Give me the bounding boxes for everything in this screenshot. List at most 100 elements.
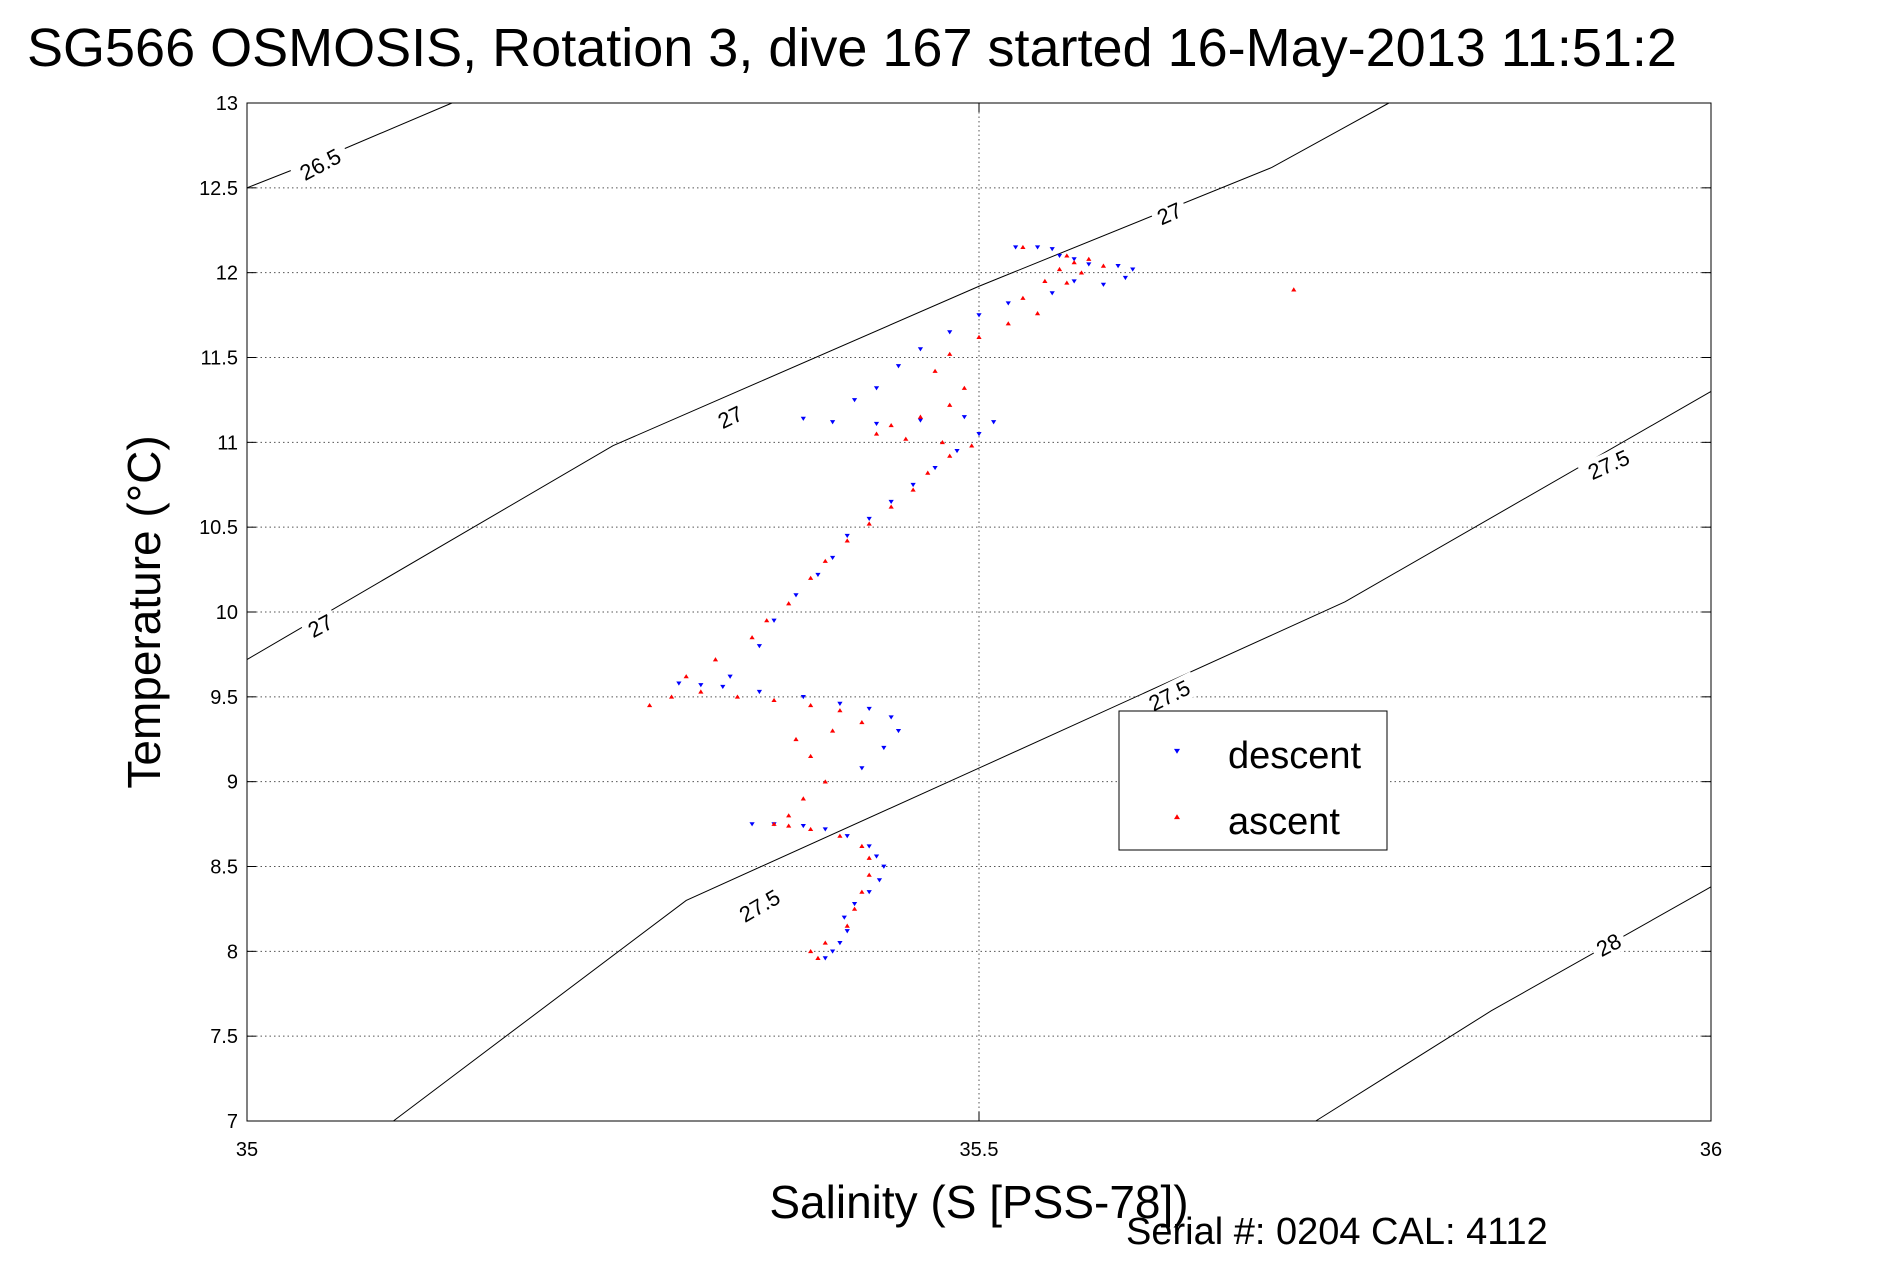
y-tick-label: 8 [227,941,238,963]
descent-point [837,941,843,946]
descent-point [815,572,821,578]
descent-point [756,689,762,695]
descent-point [917,347,924,352]
ascent-point [771,821,777,826]
ascent-point [1056,266,1063,272]
descent-point [837,701,843,706]
descent-point [888,715,894,720]
y-tick-label: 9.5 [210,687,238,709]
ascent-point [822,558,828,563]
ascent-point [947,351,953,356]
x-tick-label: 35 [236,1139,258,1161]
ascent-point [866,521,872,526]
descent-point [841,915,847,920]
descent-point [698,683,704,688]
descent-point [976,313,982,318]
ascent-point [800,796,806,801]
ascent-point [808,826,814,831]
ascent-point [866,872,872,877]
legend: descent ascent [1118,710,1388,851]
ascent-point [808,948,814,954]
descent-point [1049,291,1055,296]
x-axis-ticks: 35 35.5 36 [236,103,1722,1161]
ascent-point [1071,260,1077,265]
density-contour-27.5 [393,390,1712,1122]
ascent-point [859,889,865,894]
y-tick-label: 8.5 [210,857,238,879]
ascent-point [1020,244,1026,250]
descent-point [1086,262,1092,267]
ascent-point [1042,278,1048,283]
ascent-point [1086,256,1092,261]
descent-point [844,533,850,538]
ascent-point [771,697,777,703]
y-tick-label: 7.5 [210,1026,238,1048]
ascent-point [910,487,916,492]
legend-label-ascent: ascent [1228,801,1340,843]
descent-point [1100,282,1107,287]
y-tick-label: 12.5 [199,178,238,200]
descent-point [859,766,865,771]
ascent-point [844,923,850,928]
y-tick-label: 11.5 [201,348,238,370]
ascent-point [947,402,953,407]
series-descent [676,245,1136,961]
ascent-point [815,955,821,960]
ascent-point [647,702,653,708]
ascent-point [851,906,858,911]
x-axis-label: Salinity (S [PSS-78]) [769,1176,1188,1228]
descent-point [1115,264,1121,269]
ascent-point [764,618,770,623]
chart-title: SG566 OSMOSIS, Rotation 3, dive 167 star… [27,18,1677,78]
descent-point [800,823,806,829]
contour-label-knockout [299,606,341,645]
descent-point [844,929,850,934]
ascent-point [822,940,828,945]
ascent-point [808,575,814,580]
descent-point [793,593,799,598]
ascent-point [1005,321,1011,326]
descent-point [881,864,887,869]
descent-point [800,695,806,700]
density-contour-27 [246,102,1390,660]
descent-point [720,684,726,689]
ascent-point [903,436,909,441]
descent-point [676,681,682,686]
y-tick-label: 12 [216,263,238,285]
descent-point [866,890,872,895]
descent-point [866,516,872,522]
ascent-point [793,736,799,742]
descent-point [822,956,828,961]
contour-label-knockout [1137,671,1201,719]
ascent-point [1064,253,1070,258]
descent-point [917,418,924,423]
descent-point [1130,267,1136,272]
ascent-point [837,708,843,713]
descent-point [756,644,762,649]
descent-point [888,499,894,505]
ascent-point [1100,263,1107,268]
descent-point [873,421,880,427]
descent-point [1013,245,1019,250]
ascent-point [947,453,953,458]
ascent-point [961,385,967,390]
y-axis-label: Temperature (°C) [118,435,170,788]
x-tick-label: 35.5 [960,1139,999,1161]
descent-point [851,398,858,403]
ascent-point [925,470,931,475]
x-tick-label: 36 [1700,1139,1722,1161]
contour-label-knockout [1148,195,1190,232]
density-contour-26.5 [246,102,453,189]
legend-marker-ascent [1174,814,1180,820]
contour-label-knockout [1577,441,1640,488]
ascent-point [734,694,741,699]
descent-point [866,706,872,712]
ascent-point [859,843,865,848]
descent-point [822,827,828,832]
ascent-point [932,368,938,373]
descent-point [771,618,777,623]
descent-point [976,432,982,437]
density-contours [246,102,1712,1122]
descent-point [1056,253,1063,259]
ascent-point [837,833,843,838]
